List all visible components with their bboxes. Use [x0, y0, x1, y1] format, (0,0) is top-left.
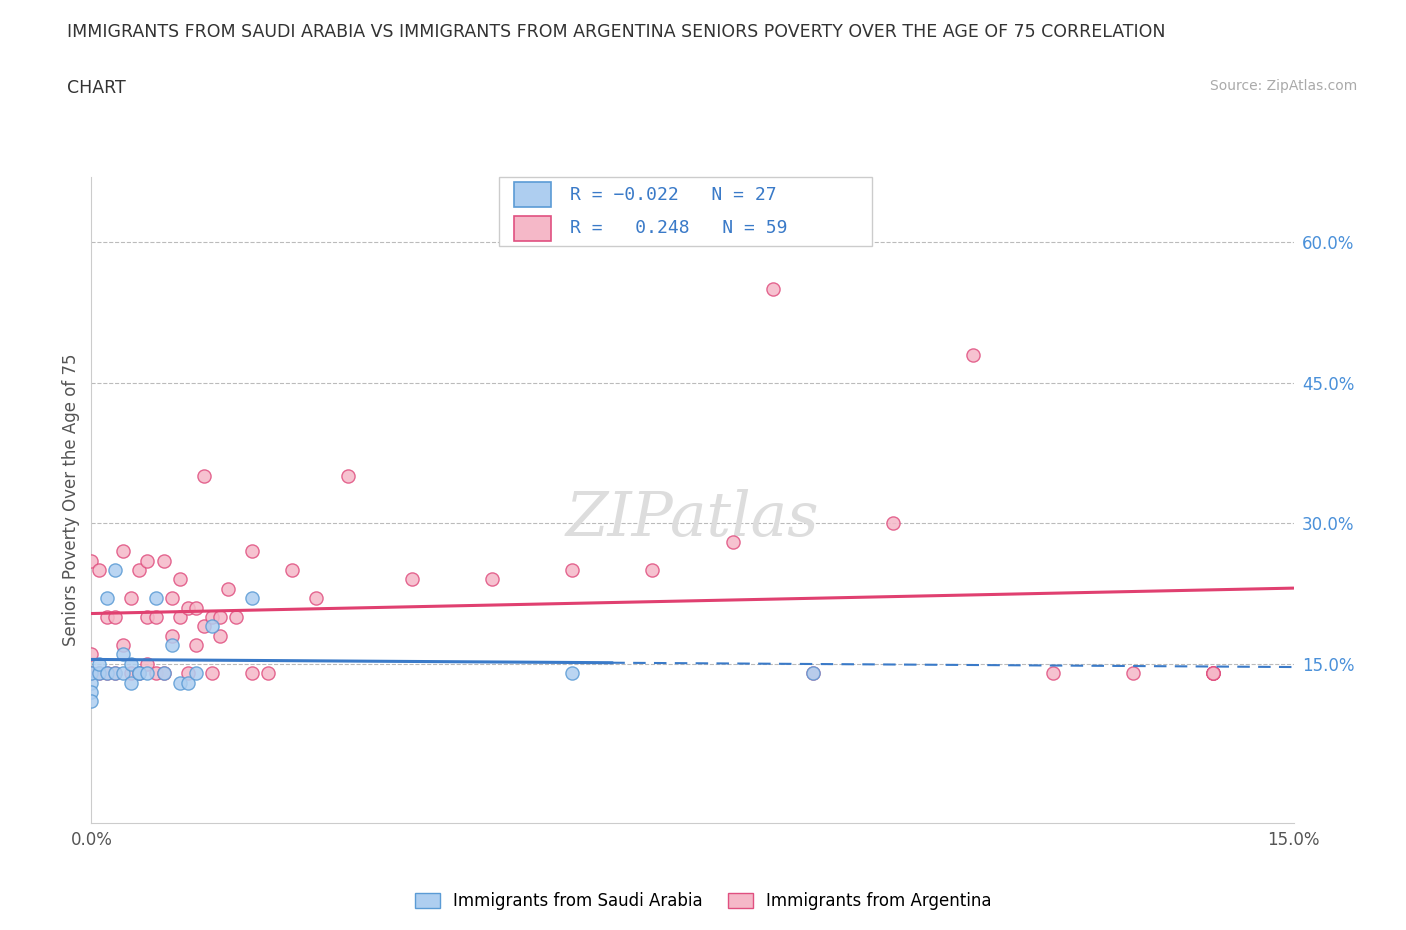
Point: [104, 666, 127, 681]
Point: [112, 647, 135, 662]
Legend: Immigrants from Saudi Arabia, Immigrants from Argentina: Immigrants from Saudi Arabia, Immigrants…: [408, 885, 998, 917]
Point: [240, 666, 263, 681]
Point: [121, 591, 143, 605]
Point: [112, 638, 135, 653]
Point: [256, 666, 278, 681]
Point: [89, 657, 111, 671]
Point: [152, 553, 174, 568]
Text: ZIPatlas: ZIPatlas: [565, 489, 820, 550]
Point: [240, 591, 263, 605]
Point: [193, 469, 215, 484]
Point: [169, 572, 191, 587]
Point: [136, 666, 159, 681]
FancyBboxPatch shape: [499, 177, 872, 246]
Point: [962, 347, 984, 362]
Point: [801, 666, 824, 681]
Point: [80, 666, 103, 681]
Point: [80, 675, 103, 690]
Point: [145, 666, 167, 681]
Point: [641, 563, 664, 578]
Point: [128, 563, 150, 578]
Point: [112, 544, 135, 559]
Point: [176, 666, 198, 681]
Point: [80, 666, 103, 681]
Bar: [515, 216, 551, 241]
Point: [225, 609, 247, 624]
Text: CHART: CHART: [67, 79, 127, 97]
Text: R = −0.022   N = 27: R = −0.022 N = 27: [569, 186, 776, 204]
Point: [305, 591, 328, 605]
Point: [160, 638, 183, 653]
Point: [152, 666, 174, 681]
Point: [336, 469, 359, 484]
Point: [160, 591, 183, 605]
Text: Source: ZipAtlas.com: Source: ZipAtlas.com: [1209, 79, 1357, 93]
Point: [401, 572, 423, 587]
Point: [240, 544, 263, 559]
Point: [561, 563, 583, 578]
Point: [1122, 666, 1144, 681]
Point: [217, 581, 239, 596]
Point: [801, 666, 824, 681]
Point: [882, 516, 904, 531]
Point: [208, 629, 231, 644]
Bar: [515, 182, 551, 207]
Text: R =   0.248   N = 59: R = 0.248 N = 59: [569, 219, 787, 237]
Point: [104, 563, 127, 578]
Point: [96, 609, 118, 624]
Point: [96, 666, 118, 681]
Point: [208, 609, 231, 624]
Point: [96, 666, 118, 681]
Point: [112, 666, 135, 681]
Point: [201, 666, 224, 681]
Point: [121, 666, 143, 681]
Point: [128, 666, 150, 681]
Point: [721, 535, 744, 550]
Point: [80, 684, 103, 699]
Point: [184, 638, 207, 653]
Point: [201, 618, 224, 633]
Point: [104, 609, 127, 624]
Point: [152, 666, 174, 681]
Y-axis label: Seniors Poverty Over the Age of 75: Seniors Poverty Over the Age of 75: [62, 353, 80, 646]
Point: [80, 694, 103, 709]
Point: [176, 675, 198, 690]
Point: [121, 657, 143, 671]
Point: [184, 666, 207, 681]
Point: [145, 609, 167, 624]
Point: [169, 609, 191, 624]
Point: [121, 675, 143, 690]
Point: [89, 666, 111, 681]
Point: [89, 666, 111, 681]
Point: [128, 666, 150, 681]
Point: [89, 563, 111, 578]
Point: [201, 609, 224, 624]
Point: [762, 282, 785, 297]
Point: [176, 600, 198, 615]
Point: [136, 553, 159, 568]
Point: [80, 553, 103, 568]
Point: [1202, 666, 1225, 681]
Point: [193, 618, 215, 633]
Point: [96, 591, 118, 605]
Point: [1042, 666, 1064, 681]
Point: [561, 666, 583, 681]
Point: [1202, 666, 1225, 681]
Point: [104, 666, 127, 681]
Text: IMMIGRANTS FROM SAUDI ARABIA VS IMMIGRANTS FROM ARGENTINA SENIORS POVERTY OVER T: IMMIGRANTS FROM SAUDI ARABIA VS IMMIGRAN…: [67, 23, 1166, 41]
Point: [136, 609, 159, 624]
Point: [184, 600, 207, 615]
Point: [136, 657, 159, 671]
Point: [1202, 666, 1225, 681]
Point: [281, 563, 304, 578]
Point: [145, 591, 167, 605]
Point: [481, 572, 503, 587]
Point: [80, 647, 103, 662]
Point: [1202, 666, 1225, 681]
Point: [128, 666, 150, 681]
Point: [169, 675, 191, 690]
Point: [160, 629, 183, 644]
